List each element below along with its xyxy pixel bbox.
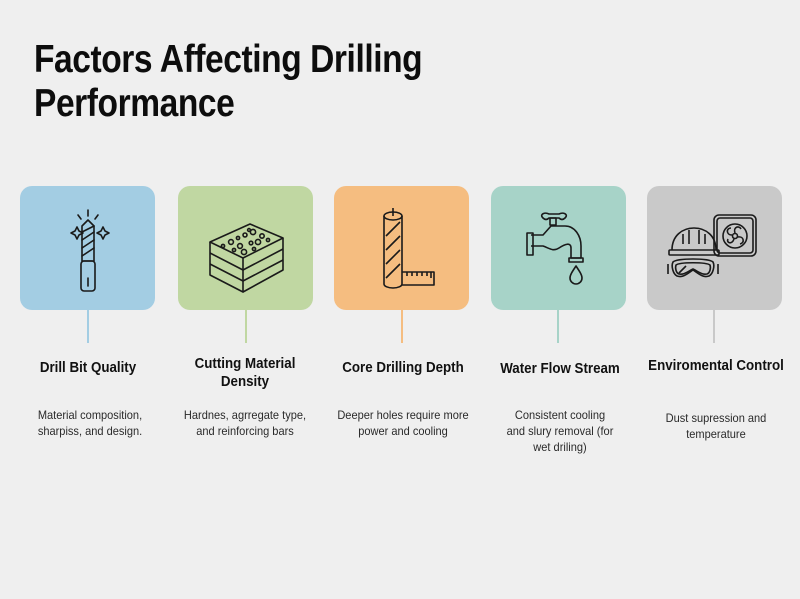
connector-line <box>401 310 403 343</box>
page-title: Factors Affecting Drilling Performance <box>34 38 423 125</box>
factor-card-drill-bit-quality <box>20 186 155 310</box>
connector-line <box>87 310 89 343</box>
connector-line <box>713 310 715 343</box>
factor-label: Water Flow Stream <box>500 361 620 377</box>
factor-card-cutting-material-density <box>178 186 313 310</box>
factor-description: Deeper holes require more power and cool… <box>337 408 469 438</box>
factor-label: Drill Bit Quality <box>39 360 137 376</box>
layered-aggregate-block-icon <box>209 223 284 293</box>
factor-card-water-flow-stream <box>491 186 626 310</box>
factor-label: Core Drilling Depth <box>342 360 464 376</box>
factor-card-environmental-control <box>647 186 782 310</box>
factor-description: Material composition, sharpiss, and desi… <box>37 408 143 438</box>
water-faucet-icon <box>526 212 584 285</box>
factor-card-core-drilling-depth <box>334 186 469 310</box>
core-depth-ruler-icon <box>383 208 435 289</box>
factor-description: Dust supression and temperature <box>665 411 767 441</box>
factor-description: Hardnes, agrregate type, and reinforcing… <box>183 408 307 438</box>
factor-label: Cutting Material Density <box>194 356 296 390</box>
factor-description: Consistent cooling and slury removal (fo… <box>506 408 614 454</box>
drill-bit-icon <box>70 209 110 292</box>
connector-line <box>245 310 247 343</box>
connector-line <box>557 310 559 343</box>
factor-label: Enviromental Control <box>648 358 784 374</box>
hardhat-goggles-fan-icon <box>667 214 757 278</box>
